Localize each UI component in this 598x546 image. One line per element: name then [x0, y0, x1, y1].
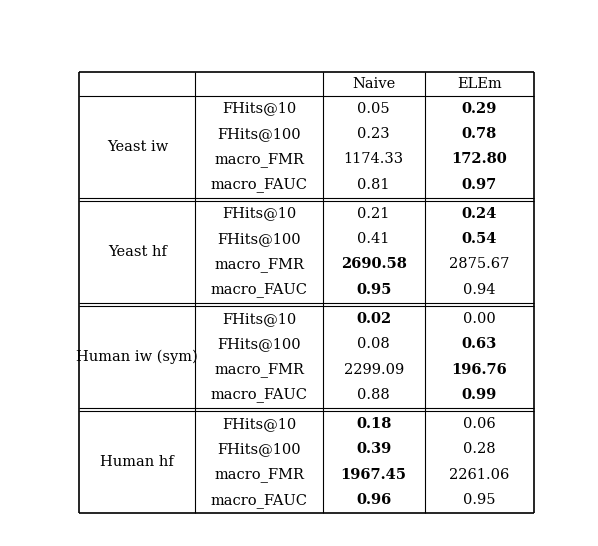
Text: FHits@100: FHits@100	[217, 232, 301, 246]
Text: 0.99: 0.99	[462, 388, 497, 402]
Text: 0.23: 0.23	[358, 127, 390, 141]
Text: FHits@10: FHits@10	[222, 102, 296, 116]
Text: FHits@10: FHits@10	[222, 417, 296, 431]
Text: 0.02: 0.02	[356, 312, 391, 326]
Text: FHits@10: FHits@10	[222, 312, 296, 326]
Text: 0.54: 0.54	[462, 232, 497, 246]
Text: 0.96: 0.96	[356, 493, 391, 507]
Text: macro_FAUC: macro_FAUC	[210, 282, 307, 298]
Text: 1174.33: 1174.33	[344, 152, 404, 167]
Text: 2299.09: 2299.09	[343, 363, 404, 377]
Text: FHits@100: FHits@100	[217, 127, 301, 141]
Text: macro_FMR: macro_FMR	[214, 152, 304, 167]
Text: macro_FMR: macro_FMR	[214, 362, 304, 377]
Text: macro_FMR: macro_FMR	[214, 257, 304, 272]
Text: 0.06: 0.06	[463, 417, 496, 431]
Text: 0.00: 0.00	[463, 312, 496, 326]
Text: FHits@100: FHits@100	[217, 337, 301, 351]
Text: 0.88: 0.88	[357, 388, 390, 402]
Text: 0.39: 0.39	[356, 442, 391, 456]
Text: 196.76: 196.76	[451, 363, 507, 377]
Text: Human iw (sym): Human iw (sym)	[77, 349, 198, 364]
Text: 0.18: 0.18	[356, 417, 391, 431]
Text: macro_FMR: macro_FMR	[214, 467, 304, 482]
Text: 0.78: 0.78	[462, 127, 497, 141]
Text: 0.95: 0.95	[356, 283, 391, 297]
Text: 2261.06: 2261.06	[449, 468, 509, 482]
Text: 0.97: 0.97	[462, 178, 497, 192]
Text: Human hf: Human hf	[100, 455, 174, 469]
Text: 1967.45: 1967.45	[341, 468, 407, 482]
Text: 0.29: 0.29	[462, 102, 497, 116]
Text: 0.41: 0.41	[358, 232, 390, 246]
Text: Yeast hf: Yeast hf	[108, 245, 167, 259]
Text: 0.63: 0.63	[462, 337, 497, 351]
Text: FHits@100: FHits@100	[217, 442, 301, 456]
Text: 0.81: 0.81	[358, 178, 390, 192]
Text: ELEm: ELEm	[457, 77, 502, 91]
Text: 0.94: 0.94	[463, 283, 495, 297]
Text: macro_FAUC: macro_FAUC	[210, 177, 307, 192]
Text: 0.24: 0.24	[462, 206, 497, 221]
Text: Naive: Naive	[352, 77, 395, 91]
Text: 0.05: 0.05	[358, 102, 390, 116]
Text: 0.21: 0.21	[358, 206, 390, 221]
Text: 0.08: 0.08	[357, 337, 390, 351]
Text: macro_FAUC: macro_FAUC	[210, 388, 307, 402]
Text: Yeast iw: Yeast iw	[106, 140, 168, 153]
Text: 172.80: 172.80	[451, 152, 507, 167]
Text: FHits@10: FHits@10	[222, 206, 296, 221]
Text: macro_FAUC: macro_FAUC	[210, 492, 307, 508]
Text: 0.28: 0.28	[463, 442, 495, 456]
Text: 2875.67: 2875.67	[449, 258, 509, 271]
Text: 2690.58: 2690.58	[341, 258, 407, 271]
Text: 0.95: 0.95	[463, 493, 495, 507]
